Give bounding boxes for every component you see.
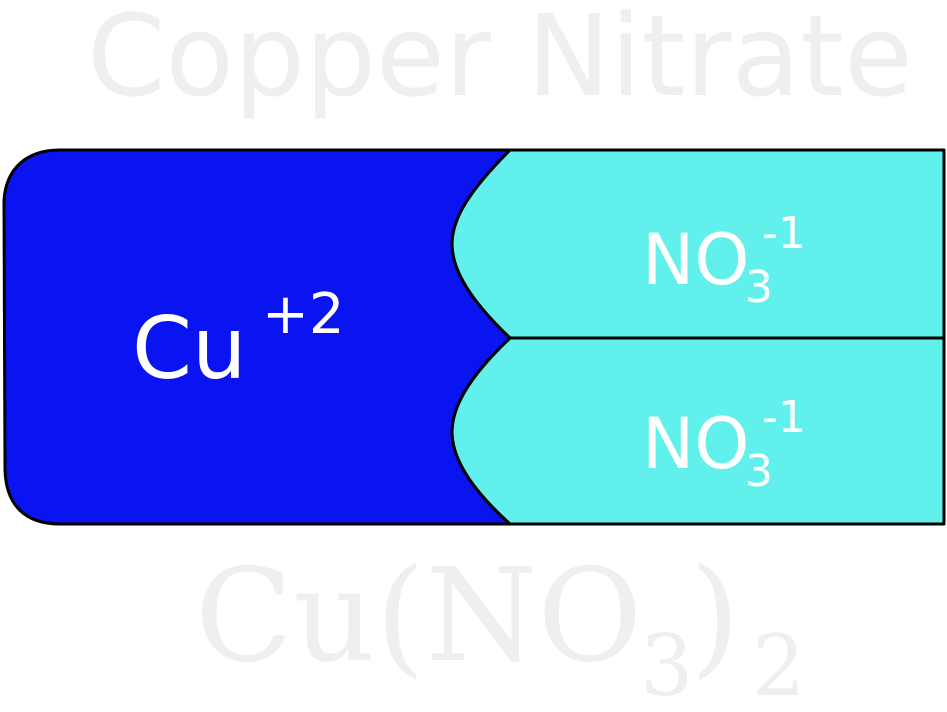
formula-prefix: Cu(NO bbox=[195, 542, 642, 691]
anion-top-subscript: 3 bbox=[745, 262, 773, 313]
anion-top-symbol: NO bbox=[642, 219, 749, 301]
formula-subscript-inner: 3 bbox=[640, 617, 693, 712]
anion-bottom-charge: -1 bbox=[762, 392, 806, 443]
cation-block bbox=[2, 148, 512, 526]
formula-suffix: ) bbox=[690, 542, 740, 691]
anion-bottom-subscript: 3 bbox=[745, 446, 773, 497]
formula-subscript-outer: 2 bbox=[752, 617, 805, 712]
anion-bottom-symbol: NO bbox=[642, 403, 749, 485]
cation-charge: +2 bbox=[262, 282, 345, 347]
title: Copper Nitrate bbox=[87, 0, 913, 122]
anion-top-charge: -1 bbox=[762, 208, 806, 259]
cation-symbol: Cu bbox=[132, 299, 247, 399]
